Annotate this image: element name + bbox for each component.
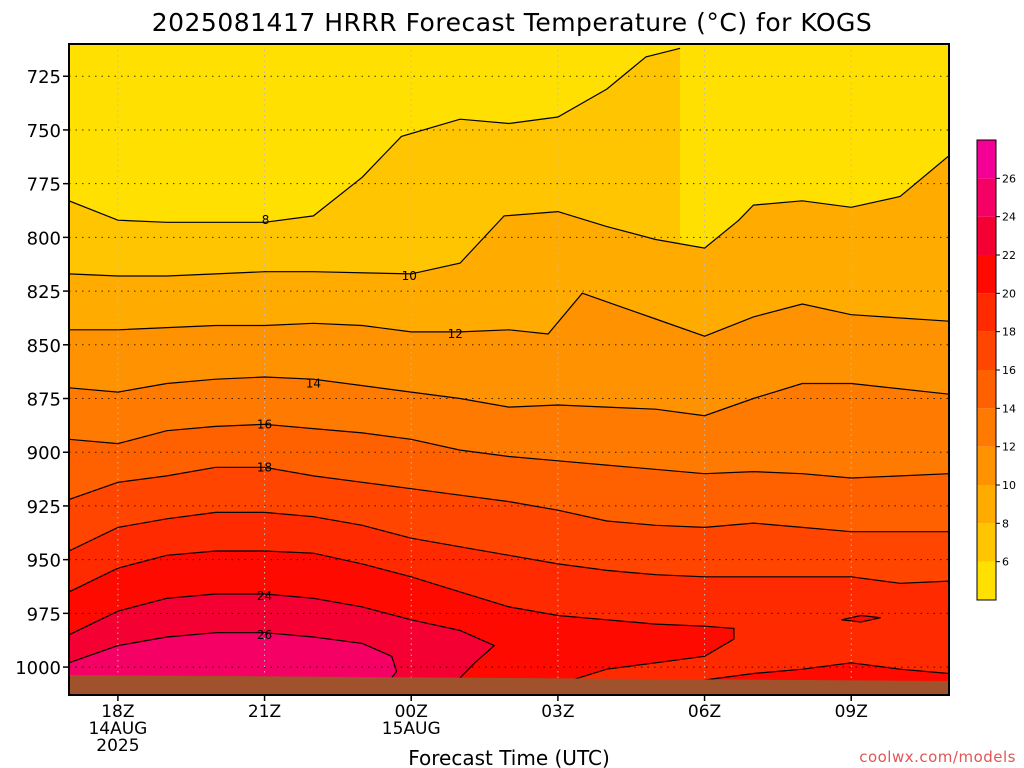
- contour-20-6: [69, 511, 949, 584]
- contour-22-7: [69, 550, 735, 685]
- y-tick-label-825: 825: [27, 282, 61, 303]
- y-tick-label-800: 800: [27, 228, 61, 249]
- contour-26-9: [69, 632, 398, 679]
- y-tick-label-850: 850: [27, 336, 61, 357]
- colorbar-swatch-6: [977, 523, 996, 562]
- colorbar-swatch-26: [977, 140, 996, 179]
- contour-label-26-9: 26: [257, 628, 272, 642]
- y-tick-label-900: 900: [27, 443, 61, 464]
- colorbar-tick-label-12: 12: [1002, 441, 1016, 454]
- colorbar-tick-label-22: 22: [1002, 249, 1016, 262]
- colorbar-tick-label-26: 26: [1002, 172, 1016, 185]
- x-tick-label-6-0: 00Z: [395, 702, 428, 722]
- y-tick-label-775: 775: [27, 175, 61, 196]
- x-axis-label: Forecast Time (UTC): [408, 746, 610, 768]
- y-tick-label-875: 875: [27, 390, 61, 411]
- y-tick-label-975: 975: [27, 604, 61, 625]
- x-tick-label-6-1: 15AUG: [382, 719, 441, 739]
- contour-18-5: [69, 466, 949, 533]
- y-tick-label-750: 750: [27, 121, 61, 142]
- colorbar-swatch-16: [977, 331, 996, 370]
- y-axis: 725 750 775 800 825 850 875 900 925 950 975 1000: [15, 67, 69, 679]
- contour-24-8: [69, 593, 496, 679]
- colorbar-tick-label-16: 16: [1002, 364, 1016, 377]
- contour-20-10: [841, 614, 881, 623]
- colorbar-swatch-12: [977, 408, 996, 447]
- colorbar-swatch-18: [977, 293, 996, 332]
- colorbar-swatch-20: [977, 255, 996, 294]
- x-tick-label-0-0: 18Z: [101, 702, 134, 722]
- contour-label-24-8: 24: [257, 589, 272, 603]
- y-tick-label-1000: 1000: [15, 658, 61, 679]
- credit-text: coolwx.com/models: [859, 748, 1016, 766]
- colorbar-swatch-14: [977, 370, 996, 409]
- x-tick-label-9-0: 03Z: [541, 702, 574, 722]
- x-tick-label-3-0: 21Z: [248, 702, 281, 722]
- colorbar-tick-label-6: 6: [1002, 556, 1009, 569]
- colorbar-tick-label-10: 10: [1002, 479, 1016, 492]
- colorbar: 6 8 10 12 14 16 18 20 22 24 26: [976, 139, 1016, 601]
- plot-frame: [68, 43, 950, 696]
- y-tick-label-950: 950: [27, 551, 61, 572]
- contour-lines: [69, 47, 949, 685]
- contour-label-14-3: 14: [306, 376, 321, 390]
- colorbar-tick-label-14: 14: [1002, 402, 1016, 415]
- surface-ground: [69, 675, 949, 695]
- x-tick-label-0-2: 2025: [96, 736, 139, 756]
- colorbar-tick-label-20: 20: [1002, 287, 1016, 300]
- colorbar-tick-label-8: 8: [1002, 517, 1009, 530]
- colorbar-swatch-10: [977, 446, 996, 485]
- contour-16-4: [69, 423, 949, 479]
- contour-label-8-0: 8: [262, 213, 270, 227]
- plot-area: [69, 44, 949, 695]
- contour-14-3: [69, 376, 949, 417]
- surface-band: [69, 675, 949, 695]
- colorbar-swatch-24: [977, 178, 996, 217]
- contour-8-0: [69, 47, 681, 223]
- contour-labels: 8 10 12 14 16 18 24 26: [257, 213, 463, 642]
- y-tick-label-725: 725: [27, 67, 61, 88]
- y-tick-label-925: 925: [27, 497, 61, 518]
- x-tick-label-15-0: 09Z: [835, 702, 868, 722]
- temperature-bands: [69, 44, 949, 695]
- contour-label-18-5: 18: [257, 460, 272, 474]
- contour-12-2: [69, 292, 949, 337]
- chart-title: 2025081417 HRRR Forecast Temperature (°C…: [152, 8, 873, 37]
- contour-label-16-4: 16: [257, 417, 272, 431]
- colorbar-swatch-22: [977, 216, 996, 255]
- x-tick-label-0-1: 14AUG: [88, 719, 147, 739]
- colorbar-swatch-8: [977, 485, 996, 524]
- contour-label-12-2: 12: [448, 327, 463, 341]
- x-tick-label-12-0: 06Z: [688, 702, 721, 722]
- colorbar-tick-label-18: 18: [1002, 326, 1016, 339]
- colorbar-tick-label-24: 24: [1002, 211, 1016, 224]
- contour-label-10-1: 10: [402, 269, 417, 283]
- contour-10-1: [69, 155, 949, 277]
- colorbar-swatch-4: [977, 561, 996, 600]
- grid-lines: [69, 44, 949, 695]
